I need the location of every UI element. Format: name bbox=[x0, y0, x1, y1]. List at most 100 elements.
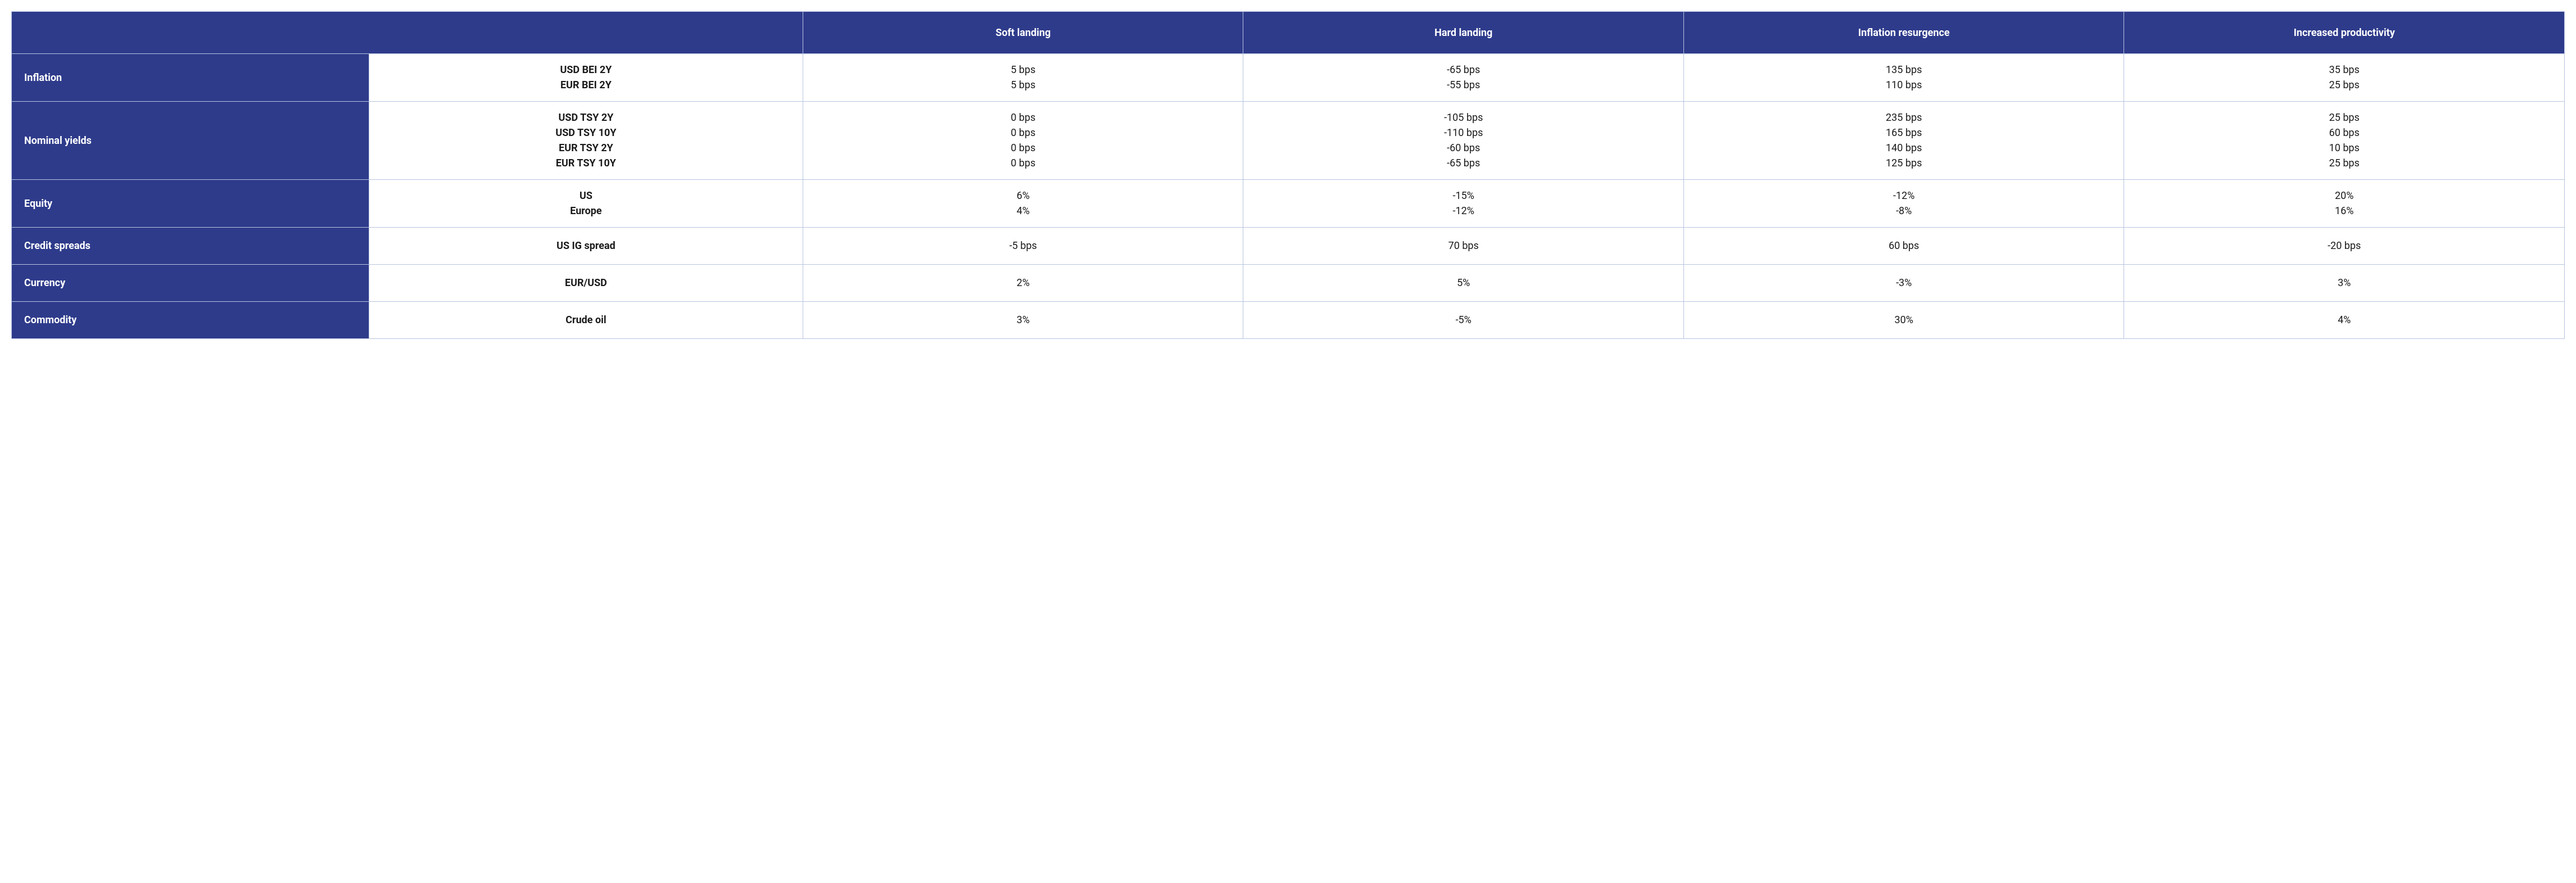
metric-label: Crude oil bbox=[375, 314, 797, 326]
metric-cell: EUR/USD bbox=[369, 265, 803, 302]
value-cell: 25 bps 60 bps 10 bps 25 bps bbox=[2124, 102, 2565, 180]
value-text: 35 bps bbox=[2130, 64, 2559, 76]
category-cell: Nominal yields bbox=[12, 102, 369, 180]
value-text: 5 bps bbox=[809, 64, 1237, 76]
value-cell: -65 bps -55 bps bbox=[1243, 54, 1683, 102]
metric-label: EUR BEI 2Y bbox=[375, 79, 797, 91]
value-text: -15% bbox=[1249, 190, 1677, 202]
scenario-table: Soft landing Hard landing Inflation resu… bbox=[11, 11, 2565, 339]
value-text: 60 bps bbox=[1690, 240, 2118, 252]
table-row: Inflation USD BEI 2Y EUR BEI 2Y 5 bps 5 … bbox=[12, 54, 2565, 102]
value-cell: 5 bps 5 bps bbox=[803, 54, 1243, 102]
category-cell: Commodity bbox=[12, 302, 369, 339]
value-text: 3% bbox=[2130, 277, 2559, 289]
value-cell: 0 bps 0 bps 0 bps 0 bps bbox=[803, 102, 1243, 180]
metric-label: EUR TSY 10Y bbox=[375, 157, 797, 169]
value-text: 25 bps bbox=[2130, 157, 2559, 169]
header-scenario-2: Inflation resurgence bbox=[1683, 12, 2124, 54]
value-text: -60 bps bbox=[1249, 142, 1677, 154]
value-text: 30% bbox=[1690, 314, 2118, 326]
value-text: 3% bbox=[809, 314, 1237, 326]
metric-label: US bbox=[375, 190, 797, 202]
metric-cell: US Europe bbox=[369, 180, 803, 228]
value-text: 20% bbox=[2130, 190, 2559, 202]
value-cell: 3% bbox=[803, 302, 1243, 339]
value-text: 110 bps bbox=[1690, 79, 2118, 91]
value-text: 165 bps bbox=[1690, 127, 2118, 139]
value-cell: 30% bbox=[1683, 302, 2124, 339]
metric-cell: Crude oil bbox=[369, 302, 803, 339]
table-row: Nominal yields USD TSY 2Y USD TSY 10Y EU… bbox=[12, 102, 2565, 180]
value-text: -12% bbox=[1690, 190, 2118, 202]
value-cell: 5% bbox=[1243, 265, 1683, 302]
value-text: 135 bps bbox=[1690, 64, 2118, 76]
value-text: 0 bps bbox=[809, 112, 1237, 124]
table-row: Commodity Crude oil 3% -5% 30% 4% bbox=[12, 302, 2565, 339]
header-blank bbox=[12, 12, 803, 54]
value-text: 60 bps bbox=[2130, 127, 2559, 139]
metric-label: EUR TSY 2Y bbox=[375, 142, 797, 154]
value-text: 0 bps bbox=[809, 127, 1237, 139]
value-cell: 135 bps 110 bps bbox=[1683, 54, 2124, 102]
value-text: 10 bps bbox=[2130, 142, 2559, 154]
value-cell: 60 bps bbox=[1683, 228, 2124, 265]
value-text: 5% bbox=[1249, 277, 1677, 289]
value-cell: 70 bps bbox=[1243, 228, 1683, 265]
metric-label: USD TSY 10Y bbox=[375, 127, 797, 139]
value-cell: 20% 16% bbox=[2124, 180, 2565, 228]
value-text: 4% bbox=[809, 205, 1237, 217]
header-scenario-0: Soft landing bbox=[803, 12, 1243, 54]
value-text: -20 bps bbox=[2130, 240, 2559, 252]
value-text: 6% bbox=[809, 190, 1237, 202]
value-cell: -15% -12% bbox=[1243, 180, 1683, 228]
category-cell: Inflation bbox=[12, 54, 369, 102]
value-cell: -5 bps bbox=[803, 228, 1243, 265]
value-cell: -3% bbox=[1683, 265, 2124, 302]
value-text: -65 bps bbox=[1249, 157, 1677, 169]
metric-label: USD BEI 2Y bbox=[375, 64, 797, 76]
value-cell: 35 bps 25 bps bbox=[2124, 54, 2565, 102]
metric-label: US IG spread bbox=[375, 240, 797, 252]
value-cell: 6% 4% bbox=[803, 180, 1243, 228]
value-text: -12% bbox=[1249, 205, 1677, 217]
header-scenario-1: Hard landing bbox=[1243, 12, 1683, 54]
value-cell: 4% bbox=[2124, 302, 2565, 339]
value-text: 4% bbox=[2130, 314, 2559, 326]
metric-cell: USD TSY 2Y USD TSY 10Y EUR TSY 2Y EUR TS… bbox=[369, 102, 803, 180]
value-text: 0 bps bbox=[809, 157, 1237, 169]
value-cell: -20 bps bbox=[2124, 228, 2565, 265]
header-row: Soft landing Hard landing Inflation resu… bbox=[12, 12, 2565, 54]
metric-cell: USD BEI 2Y EUR BEI 2Y bbox=[369, 54, 803, 102]
value-text: 125 bps bbox=[1690, 157, 2118, 169]
value-cell: 3% bbox=[2124, 265, 2565, 302]
value-text: 235 bps bbox=[1690, 112, 2118, 124]
table-body: Inflation USD BEI 2Y EUR BEI 2Y 5 bps 5 … bbox=[12, 54, 2565, 339]
value-text: -55 bps bbox=[1249, 79, 1677, 91]
value-text: 25 bps bbox=[2130, 112, 2559, 124]
value-cell: -105 bps -110 bps -60 bps -65 bps bbox=[1243, 102, 1683, 180]
value-text: 2% bbox=[809, 277, 1237, 289]
value-text: -65 bps bbox=[1249, 64, 1677, 76]
category-cell: Currency bbox=[12, 265, 369, 302]
value-text: 5 bps bbox=[809, 79, 1237, 91]
value-text: -3% bbox=[1690, 277, 2118, 289]
value-text: 70 bps bbox=[1249, 240, 1677, 252]
metric-cell: US IG spread bbox=[369, 228, 803, 265]
value-text: 16% bbox=[2130, 205, 2559, 217]
value-text: -5 bps bbox=[809, 240, 1237, 252]
metric-label: Europe bbox=[375, 205, 797, 217]
value-cell: -12% -8% bbox=[1683, 180, 2124, 228]
metric-label: USD TSY 2Y bbox=[375, 112, 797, 124]
value-text: 140 bps bbox=[1690, 142, 2118, 154]
value-cell: -5% bbox=[1243, 302, 1683, 339]
category-cell: Credit spreads bbox=[12, 228, 369, 265]
value-cell: 235 bps 165 bps 140 bps 125 bps bbox=[1683, 102, 2124, 180]
value-text: -5% bbox=[1249, 314, 1677, 326]
value-text: 0 bps bbox=[809, 142, 1237, 154]
value-cell: 2% bbox=[803, 265, 1243, 302]
header-scenario-3: Increased productivity bbox=[2124, 12, 2565, 54]
value-text: -105 bps bbox=[1249, 112, 1677, 124]
category-cell: Equity bbox=[12, 180, 369, 228]
table-row: Currency EUR/USD 2% 5% -3% 3% bbox=[12, 265, 2565, 302]
value-text: 25 bps bbox=[2130, 79, 2559, 91]
